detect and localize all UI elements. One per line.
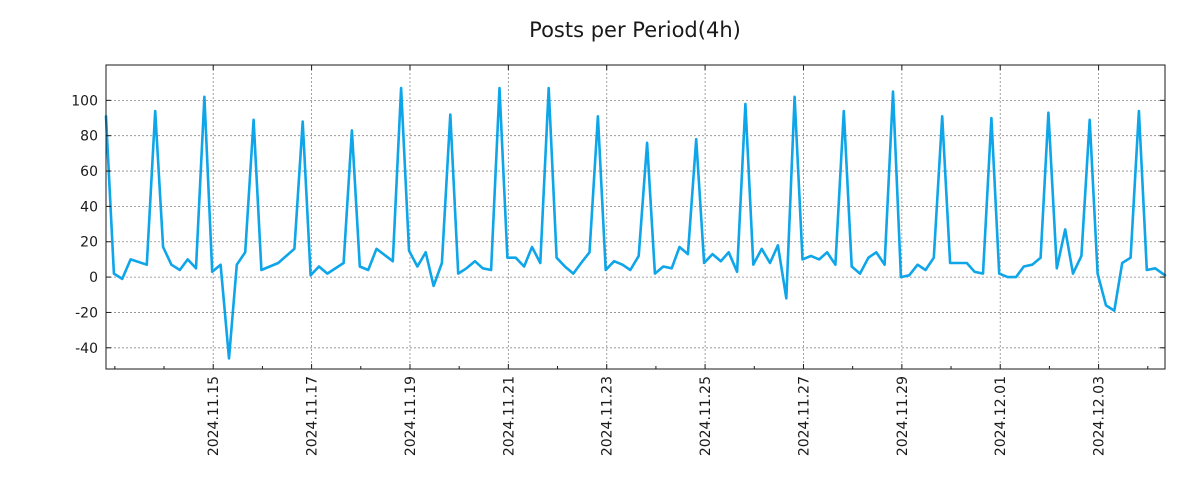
x-tick-label: 2024.11.15 [206, 376, 222, 456]
x-tick-label: 2024.12.03 [1092, 376, 1108, 456]
grid [106, 65, 1165, 369]
y-tick-label: -20 [75, 305, 98, 321]
y-tick-label: -40 [75, 341, 98, 357]
y-tick-label: 40 [80, 199, 98, 215]
y-tick-label: 100 [71, 93, 98, 109]
y-tick-label: 80 [80, 129, 98, 145]
x-tick-label: 2024.11.25 [698, 376, 714, 456]
x-tick-label: 2024.11.27 [796, 376, 812, 456]
y-tick-label: 60 [80, 164, 98, 180]
axes: -40 -20 0 20 40 60 80 100 2024.11.15 2024.11.17 20… [71, 65, 1165, 456]
plot-frame [105, 64, 1166, 370]
chart-title: Posts per Period(4h) [529, 18, 741, 42]
series-layer [104, 86, 1167, 360]
x-tick-label: 2024.11.17 [305, 376, 321, 456]
x-tick-label: 2024.11.21 [501, 376, 517, 456]
x-tick-label: 2024.11.23 [600, 376, 616, 456]
y-tick-label: 20 [80, 235, 98, 251]
x-tick-label: 2024.11.29 [895, 376, 911, 456]
series-line-posts [104, 86, 1167, 360]
x-tick-label: 2024.11.19 [403, 376, 419, 456]
x-tick-label: 2024.12.01 [993, 376, 1009, 456]
y-tick-label: 0 [89, 270, 98, 286]
